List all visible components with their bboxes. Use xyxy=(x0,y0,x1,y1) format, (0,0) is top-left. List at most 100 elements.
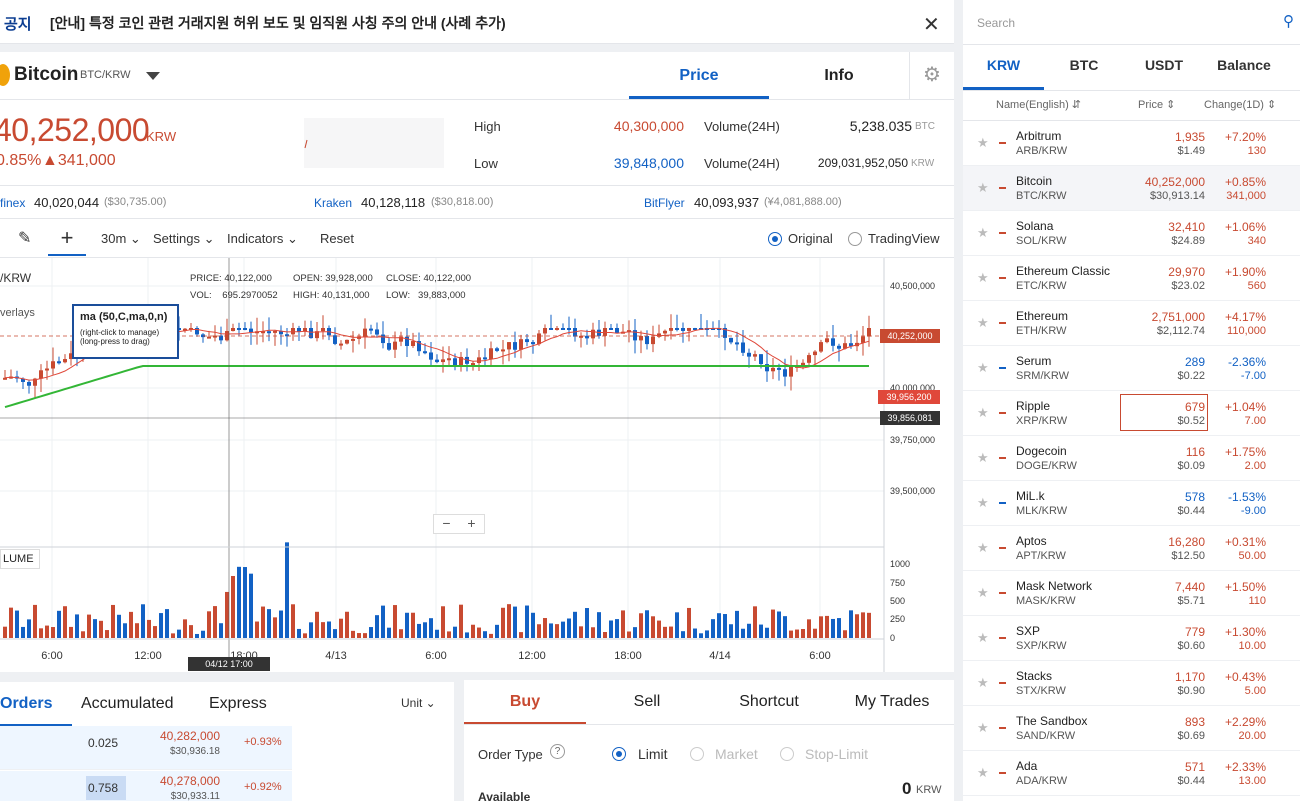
coin-row[interactable]: ★ Ethereum Classic ETC/KRW 29,970 $23.02 +1.9… xyxy=(963,256,1300,301)
tab-info[interactable]: Info xyxy=(824,67,854,84)
radio-stop-limit[interactable] xyxy=(780,747,794,761)
coin-change-amt: -7.00 xyxy=(1240,370,1266,382)
candle-body xyxy=(189,328,193,330)
volume-bar xyxy=(189,625,193,638)
star-icon[interactable]: ★ xyxy=(977,675,989,690)
volume-bar xyxy=(225,591,229,638)
close-icon[interactable]: ✕ xyxy=(923,14,940,36)
last-price-tag: 40,252,000 xyxy=(880,329,940,343)
tab-price[interactable]: Price xyxy=(629,52,769,99)
tab-btc[interactable]: BTC xyxy=(1069,57,1099,73)
coin-row[interactable]: ★ Aptos APT/KRW 16,280 $12.50 +0.31% 50.00 xyxy=(963,526,1300,571)
indicators-menu[interactable]: Indicators ⌄ xyxy=(227,231,298,246)
radio-market[interactable] xyxy=(690,747,704,761)
star-icon[interactable]: ★ xyxy=(977,135,989,150)
tab-balance[interactable]: Balance xyxy=(1217,57,1271,73)
candle-body xyxy=(249,328,253,333)
volume-bar xyxy=(117,614,121,638)
coin-row[interactable]: ★ Ada ADA/KRW 571 $0.44 +2.33% 13.00 xyxy=(963,751,1300,796)
radio-original[interactable] xyxy=(768,232,782,246)
star-icon[interactable]: ★ xyxy=(977,270,989,285)
zoom-out-icon[interactable]: − xyxy=(442,515,451,531)
tab-buy[interactable]: Buy xyxy=(464,680,586,724)
candle-body xyxy=(279,330,283,335)
star-icon[interactable]: ★ xyxy=(977,180,989,195)
price-chart[interactable]: 40,500,000 40,000,000 39,750,000 39,500,000… xyxy=(0,258,954,672)
zoom-in-icon[interactable]: + xyxy=(467,515,476,531)
candle-body xyxy=(459,356,463,367)
time-tick-label: 6:00 xyxy=(809,650,830,662)
star-icon[interactable]: ★ xyxy=(977,540,989,555)
star-icon[interactable]: ★ xyxy=(977,495,989,510)
star-icon[interactable]: ★ xyxy=(977,360,989,375)
radio-tradingview[interactable] xyxy=(848,232,862,246)
volume-label-2: Volume(24H) xyxy=(704,156,780,171)
overlays-label[interactable]: verlays xyxy=(0,307,35,319)
order-row[interactable]: 0.025 40,282,000 $30,936.18 +0.93% xyxy=(0,726,292,770)
coin-row[interactable]: ★ Serum SRM/KRW 289 $0.22 -2.36% -7.00 xyxy=(963,346,1300,391)
pencil-icon[interactable]: ✎ xyxy=(18,230,32,247)
tab-sell[interactable]: Sell xyxy=(633,693,661,710)
col-change[interactable]: Change(1D) ⇕ xyxy=(1204,99,1277,111)
candle-body xyxy=(765,364,769,372)
candle-body xyxy=(711,328,715,330)
coin-price: 32,410 xyxy=(1168,220,1205,234)
order-row[interactable]: 0.758 40,278,000 $30,933.11 +0.92% xyxy=(0,771,292,801)
coin-row[interactable]: ★ Bitcoin BTC/KRW 40,252,000 $30,913.14 +0.85… xyxy=(963,166,1300,211)
star-icon[interactable]: ★ xyxy=(977,405,989,420)
help-icon[interactable]: ? xyxy=(550,744,565,759)
radio-limit[interactable] xyxy=(612,747,626,761)
tab-express[interactable]: Express xyxy=(209,695,267,712)
coin-row[interactable]: ★ Mask Network MASK/KRW 7,440 $5.71 +1.50% 110 xyxy=(963,571,1300,616)
volume-bar xyxy=(777,611,781,638)
reset-button[interactable]: Reset xyxy=(320,231,354,246)
notice-bar[interactable]: 공지 [안내] 특정 코인 관련 거래지원 허위 보도 및 임직원 사칭 주의 … xyxy=(0,0,954,44)
tab-shortcut[interactable]: Shortcut xyxy=(739,693,799,710)
coin-row[interactable]: ★ Dogecoin DOGE/KRW 116 $0.09 +1.75% 2.00 xyxy=(963,436,1300,481)
volume-bar xyxy=(675,612,679,638)
star-icon[interactable]: ★ xyxy=(977,720,989,735)
trend-mark xyxy=(999,367,1006,369)
col-name[interactable]: Name(English) ⇵ xyxy=(996,99,1082,111)
tab-my-trades[interactable]: My Trades xyxy=(854,693,930,710)
search-input[interactable]: Search xyxy=(977,16,1016,30)
coin-row[interactable]: ★ SXP SXP/KRW 779 $0.60 +1.30% 10.00 xyxy=(963,616,1300,661)
coin-row[interactable]: ★ MiL.k MLK/KRW 578 $0.44 -1.53% -9.00 xyxy=(963,481,1300,526)
star-icon[interactable]: ★ xyxy=(977,765,989,780)
ma-long-line xyxy=(4,365,869,409)
star-icon[interactable]: ★ xyxy=(977,450,989,465)
tab-orders[interactable]: Orders xyxy=(0,682,72,726)
coin-row[interactable]: ★ Stacks STX/KRW 1,170 $0.90 +0.43% 5.00 xyxy=(963,661,1300,706)
tab-accumulated[interactable]: Accumulated xyxy=(81,695,174,712)
chevron-down-icon[interactable] xyxy=(146,72,160,80)
star-icon[interactable]: ★ xyxy=(977,225,989,240)
ma-tooltip[interactable]: ma (50,C,ma,0,n) (right-click to manage)… xyxy=(72,304,179,359)
coin-row[interactable]: ★ Ethereum ETH/KRW 2,751,000 $2,112.74 +4.17%… xyxy=(963,301,1300,346)
coin-row[interactable]: ★ Solana SOL/KRW 32,410 $24.89 +1.06% 340 xyxy=(963,211,1300,256)
star-icon[interactable]: ★ xyxy=(977,585,989,600)
star-icon[interactable]: ★ xyxy=(977,315,989,330)
tab-usdt[interactable]: USDT xyxy=(1144,57,1184,73)
search-icon[interactable]: ⚲ xyxy=(1283,13,1294,30)
coin-row[interactable]: ★ Arbitrum ARB/KRW 1,935 $1.49 +7.20% 130 xyxy=(963,121,1300,166)
candle-body xyxy=(297,328,301,332)
star-icon[interactable]: ★ xyxy=(977,630,989,645)
candle-body xyxy=(363,328,367,337)
interval-select[interactable]: 30m ⌄ xyxy=(101,231,141,246)
coin-change-amt: 130 xyxy=(1247,145,1266,157)
col-price[interactable]: Price ⇕ xyxy=(1138,99,1176,111)
coin-row[interactable]: ★ Ripple XRP/KRW 679 $0.52 +1.04% 7.00 xyxy=(963,391,1300,436)
gear-icon[interactable]: ⚙ xyxy=(909,52,954,99)
notice-text[interactable]: [안내] 특정 코인 관련 거래지원 허위 보도 및 임직원 사칭 주의 안내 … xyxy=(50,15,506,31)
candle-body xyxy=(741,342,745,353)
unit-select[interactable]: Unit ⌄ xyxy=(401,696,436,710)
coin-change-pct: +0.31% xyxy=(1224,535,1266,549)
coin-row[interactable]: ★ The Sandbox SAND/KRW 893 $0.69 +2.29% 20.00 xyxy=(963,706,1300,751)
candle-body xyxy=(285,334,289,337)
tab-krw[interactable]: KRW xyxy=(963,46,1044,90)
volume-label[interactable]: LUME xyxy=(0,549,40,569)
coin-usd: $5.71 xyxy=(1177,595,1205,607)
coin-change-pct: +2.33% xyxy=(1224,760,1266,774)
settings-menu[interactable]: Settings ⌄ xyxy=(153,231,215,246)
crosshair-icon[interactable]: + xyxy=(48,222,86,256)
